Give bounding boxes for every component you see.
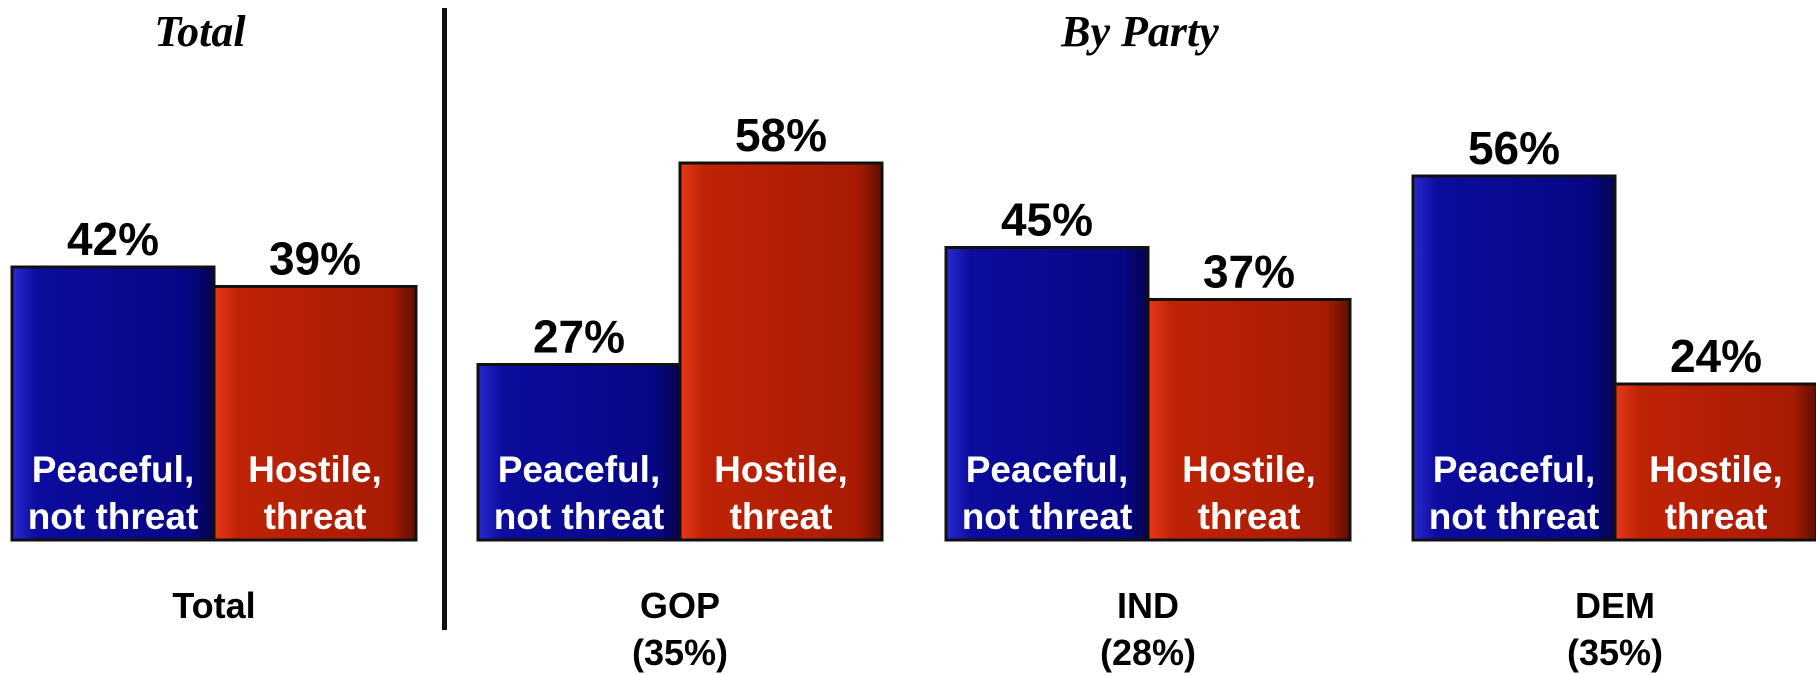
category-label-gop: GOP — [640, 585, 720, 626]
bar-label-ind-hostile-threat-line-1: Hostile, — [1182, 449, 1316, 490]
bar-label-total-peaceful-not-threat-line-1: Peaceful, — [32, 449, 194, 490]
bar-label-total-peaceful-not-threat-line-2: not threat — [28, 496, 199, 537]
bar-label-ind-hostile-threat-line-2: threat — [1198, 496, 1301, 537]
bar-dem-peaceful-not-threat — [1411, 174, 1617, 542]
category-label-total: Total — [172, 585, 255, 626]
value-label-dem-peaceful-not-threat: 56% — [1468, 122, 1560, 174]
panel-title-total: Total — [154, 7, 246, 56]
bar-gop-peaceful-not-threat — [476, 363, 682, 542]
value-label-ind-peaceful-not-threat: 45% — [1001, 194, 1093, 246]
bar-label-gop-hostile-threat-line-2: threat — [730, 496, 833, 537]
bar-label-total-hostile-threat-line-1: Hostile, — [248, 449, 382, 490]
bar-label-gop-peaceful-not-threat-line-2: not threat — [494, 496, 665, 537]
bar-label-dem-hostile-threat-line-1: Hostile, — [1649, 449, 1783, 490]
value-label-dem-hostile-threat: 24% — [1670, 330, 1762, 382]
category-share-ind: (28%) — [1100, 632, 1196, 673]
bar-label-ind-peaceful-not-threat-line-1: Peaceful, — [966, 449, 1128, 490]
value-label-ind-hostile-threat: 37% — [1203, 246, 1295, 298]
bar-label-gop-hostile-threat-line-1: Hostile, — [714, 449, 848, 490]
bar-dem-hostile-threat — [1613, 382, 1816, 542]
bar-label-dem-hostile-threat-line-2: threat — [1665, 496, 1768, 537]
panel-divider — [442, 8, 447, 630]
bar-label-dem-peaceful-not-threat-line-2: not threat — [1429, 496, 1600, 537]
category-label-dem: DEM — [1575, 585, 1655, 626]
bar-label-dem-peaceful-not-threat-line-1: Peaceful, — [1433, 449, 1595, 490]
bar-ind-hostile-threat — [1146, 298, 1352, 542]
bar-ind-peaceful-not-threat — [944, 246, 1150, 542]
bar-total-peaceful-not-threat — [10, 265, 216, 542]
category-share-gop: (35%) — [632, 632, 728, 673]
category-label-ind: IND — [1117, 585, 1179, 626]
panel-title-by-party: By Party — [1060, 7, 1219, 56]
value-label-gop-peaceful-not-threat: 27% — [533, 311, 625, 363]
bars-layer: 42% Peaceful, not threat 39% Hostile, threat T… — [10, 109, 1816, 673]
category-share-dem: (35%) — [1567, 632, 1663, 673]
value-label-gop-hostile-threat: 58% — [735, 109, 827, 161]
bar-total-hostile-threat — [212, 285, 418, 542]
value-label-total-hostile-threat: 39% — [269, 233, 361, 285]
bar-label-ind-peaceful-not-threat-line-2: not threat — [962, 496, 1133, 537]
value-label-total-peaceful-not-threat: 42% — [67, 213, 159, 265]
bar-gop-hostile-threat — [678, 161, 884, 542]
bar-label-total-hostile-threat-line-2: threat — [264, 496, 367, 537]
bar-label-gop-peaceful-not-threat-line-1: Peaceful, — [498, 449, 660, 490]
